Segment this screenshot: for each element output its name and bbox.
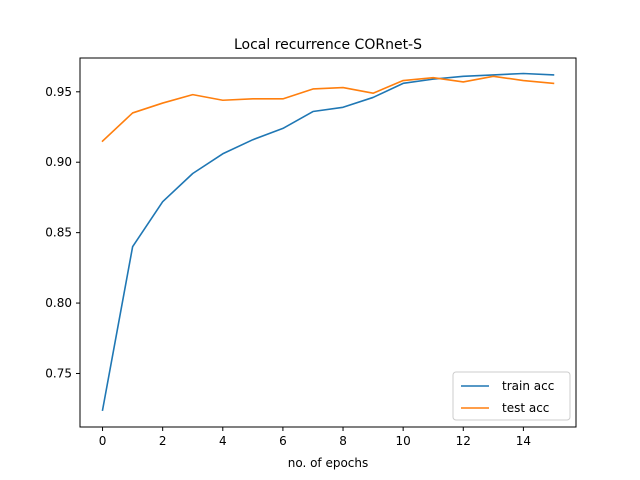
y-tick-label: 0.75	[45, 366, 72, 380]
y-tick-label: 0.85	[45, 226, 72, 240]
y-tick-label: 0.90	[45, 155, 72, 169]
x-tick-label: 14	[516, 434, 531, 448]
series-lines	[101, 72, 555, 412]
series-line-0	[101, 72, 555, 412]
x-axis-label: no. of epochs	[288, 456, 369, 470]
axes-frame	[79, 57, 577, 428]
x-tick-label: 4	[219, 434, 227, 448]
x-tick-label: 6	[279, 434, 287, 448]
x-tick-label: 0	[99, 434, 107, 448]
x-tick-label: 8	[339, 434, 347, 448]
y-axis-ticks: 0.75 0.80 0.85 0.90 0.95	[45, 85, 80, 380]
x-tick-label: 10	[396, 434, 411, 448]
y-tick-label: 0.80	[45, 296, 72, 310]
series-line-1	[101, 75, 555, 143]
x-tick-label: 12	[456, 434, 471, 448]
legend-label-1: test acc	[502, 401, 549, 415]
x-tick-label: 2	[159, 434, 167, 448]
chart-title: Local recurrence CORnet-S	[234, 37, 422, 53]
legend-label-0: train acc	[502, 379, 554, 393]
x-axis-ticks: 0 2 4 6 8 10 12 14	[99, 427, 531, 448]
legend: train acc test acc	[452, 371, 571, 421]
y-tick-label: 0.95	[45, 85, 72, 99]
